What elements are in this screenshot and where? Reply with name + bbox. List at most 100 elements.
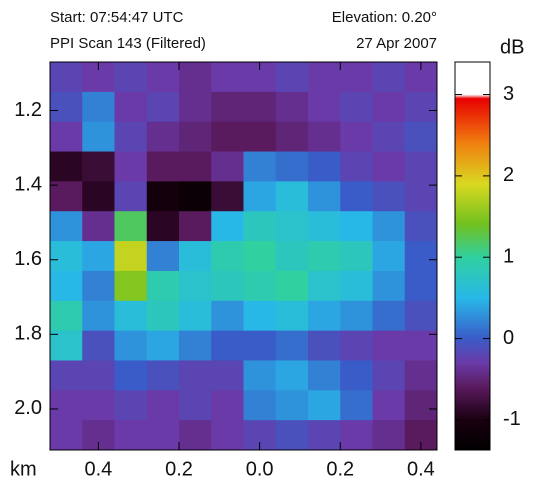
colorbar-tick-label: 0: [503, 327, 514, 349]
heatmap-cell: [146, 420, 180, 451]
heatmap-cell: [50, 62, 83, 93]
heatmap-cell: [404, 330, 438, 361]
heatmap-cell: [179, 181, 212, 212]
heatmap-cell: [308, 360, 341, 391]
heatmap-cell: [114, 91, 148, 123]
heatmap-cell: [243, 151, 277, 182]
heatmap-cell: [211, 270, 244, 302]
heatmap-cell: [243, 390, 277, 421]
heatmap-cell: [211, 360, 244, 391]
heatmap-cell: [82, 121, 115, 153]
heatmap-cell: [340, 390, 373, 421]
heatmap-cell: [372, 151, 406, 182]
heatmap-cell: [82, 330, 115, 361]
heatmap-cell: [275, 390, 309, 421]
heatmap-cell: [340, 360, 373, 391]
heatmap-cell: [179, 420, 212, 451]
heatmap-cell: [146, 390, 180, 421]
heatmap-cell: [179, 390, 212, 421]
heatmap-cell: [372, 121, 406, 153]
heatmap-cell: [50, 121, 83, 153]
heatmap-cell: [308, 420, 341, 451]
heatmap-cell: [211, 151, 244, 182]
heatmap-cell: [275, 211, 309, 242]
heatmap-cell: [404, 360, 438, 391]
heatmap-cell: [404, 181, 438, 212]
colorbar-tick-label: 1: [503, 246, 514, 268]
heatmap-cell: [211, 330, 244, 361]
heatmap-cell: [308, 151, 341, 182]
heatmap-cell: [146, 330, 180, 361]
heatmap-cell: [146, 121, 180, 153]
heatmap-cell: [340, 91, 373, 123]
heatmap-cell: [243, 330, 277, 361]
colorbar-label: dB: [500, 36, 524, 58]
heatmap-cell: [114, 270, 148, 302]
heatmap-cell: [211, 91, 244, 123]
x-tick-label: 0.2: [165, 458, 193, 480]
heatmap-cell: [50, 300, 83, 332]
heatmap-cell: [340, 420, 373, 451]
heatmap-cell: [114, 151, 148, 182]
heatmap-cell: [50, 211, 83, 242]
y-tick-label: 1.2: [14, 99, 42, 121]
x-tick-label: 0.2: [326, 458, 354, 480]
y-tick-label: 1.4: [14, 173, 42, 195]
heatmap-cell: [114, 390, 148, 421]
heatmap-cell: [275, 270, 309, 302]
heatmap-cell: [50, 181, 83, 212]
heatmap-cell: [211, 390, 244, 421]
heatmap-cell: [275, 300, 309, 332]
heatmap-cell: [50, 270, 83, 302]
heatmap-cell: [243, 300, 277, 332]
heatmap-cell: [275, 420, 309, 451]
heatmap-cell: [308, 330, 341, 361]
heatmap-cell: [114, 241, 148, 272]
heatmap-cell: [340, 151, 373, 182]
header-start: Start: 07:54:47 UTC: [50, 9, 184, 26]
heatmap-cell: [340, 300, 373, 332]
heatmap-cell: [146, 360, 180, 391]
heatmap-cell: [275, 91, 309, 123]
heatmap-cell: [308, 390, 341, 421]
heatmap-cell: [179, 121, 212, 153]
heatmap-cell: [340, 62, 373, 93]
heatmap-cell: [82, 241, 115, 272]
heatmap-cell: [372, 360, 406, 391]
heatmap-cell: [372, 241, 406, 272]
heatmap-cell: [82, 151, 115, 182]
heatmap-cell: [404, 300, 438, 332]
heatmap-cell: [211, 241, 244, 272]
heatmap-cell: [114, 330, 148, 361]
heatmap-cell: [211, 62, 244, 93]
heatmap-cell: [308, 241, 341, 272]
heatmap-cell: [179, 62, 212, 93]
heatmap-cell: [146, 62, 180, 93]
heatmap-cell: [275, 330, 309, 361]
heatmap-cell: [275, 241, 309, 272]
heatmap-cell: [50, 390, 83, 421]
heatmap-cell: [275, 121, 309, 153]
heatmap-cell: [82, 270, 115, 302]
heatmap-cell: [179, 241, 212, 272]
colorbar-tick-label: 3: [503, 83, 514, 105]
heatmap-cell: [243, 211, 277, 242]
heatmap-cell: [372, 181, 406, 212]
heatmap-cell: [308, 181, 341, 212]
heatmap-cell: [404, 151, 438, 182]
heatmap-cell: [372, 300, 406, 332]
heatmap-cell: [82, 211, 115, 242]
heatmap-cell: [340, 270, 373, 302]
heatmap-cell: [179, 151, 212, 182]
heatmap-cell: [146, 181, 180, 212]
plot-frame: [49, 61, 438, 451]
heatmap-cell: [211, 121, 244, 153]
y-tick-label: 2.0: [14, 397, 42, 419]
heatmap-cell: [308, 62, 341, 93]
heatmap-cell: [275, 62, 309, 93]
heatmap-cell: [114, 211, 148, 242]
x-unit: km: [10, 458, 37, 480]
heatmap-cell: [146, 91, 180, 123]
heatmap-cell: [275, 151, 309, 182]
heatmap-cell: [243, 121, 277, 153]
